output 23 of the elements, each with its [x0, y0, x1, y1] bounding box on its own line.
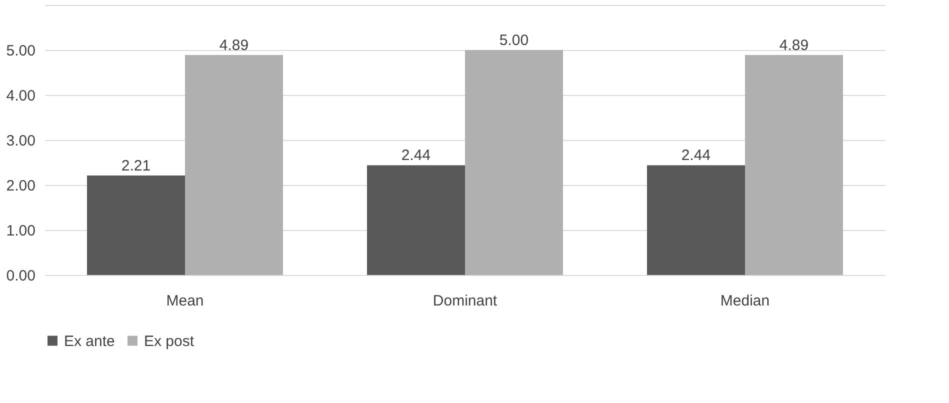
bar — [185, 54, 283, 275]
y-tick-label: 1.00 — [6, 222, 36, 240]
bar — [647, 165, 745, 275]
data-label: 5.00 — [499, 32, 529, 49]
bar — [745, 54, 843, 275]
data-label: 2.21 — [121, 158, 151, 175]
data-label: 2.44 — [401, 147, 431, 164]
x-tick-label: Dominant — [432, 292, 498, 310]
x-tick-label: Median — [720, 292, 770, 310]
x-tick-label: Mean — [166, 292, 204, 310]
bar — [87, 176, 185, 275]
data-label: 4.89 — [219, 36, 249, 54]
y-tick-label: 4.00 — [6, 88, 36, 104]
y-tick-label: 0.00 — [6, 268, 36, 284]
y-tick-label: 5.00 — [6, 42, 36, 60]
data-label: 2.44 — [681, 147, 711, 164]
legend-label: Ex post — [144, 332, 195, 350]
y-tick-label: 3.00 — [6, 132, 36, 150]
bar — [367, 165, 465, 275]
y-tick-label: 2.00 — [6, 178, 36, 194]
data-label: 4.89 — [779, 36, 809, 54]
legend-label: Ex ante — [64, 332, 115, 350]
bar — [465, 50, 563, 275]
